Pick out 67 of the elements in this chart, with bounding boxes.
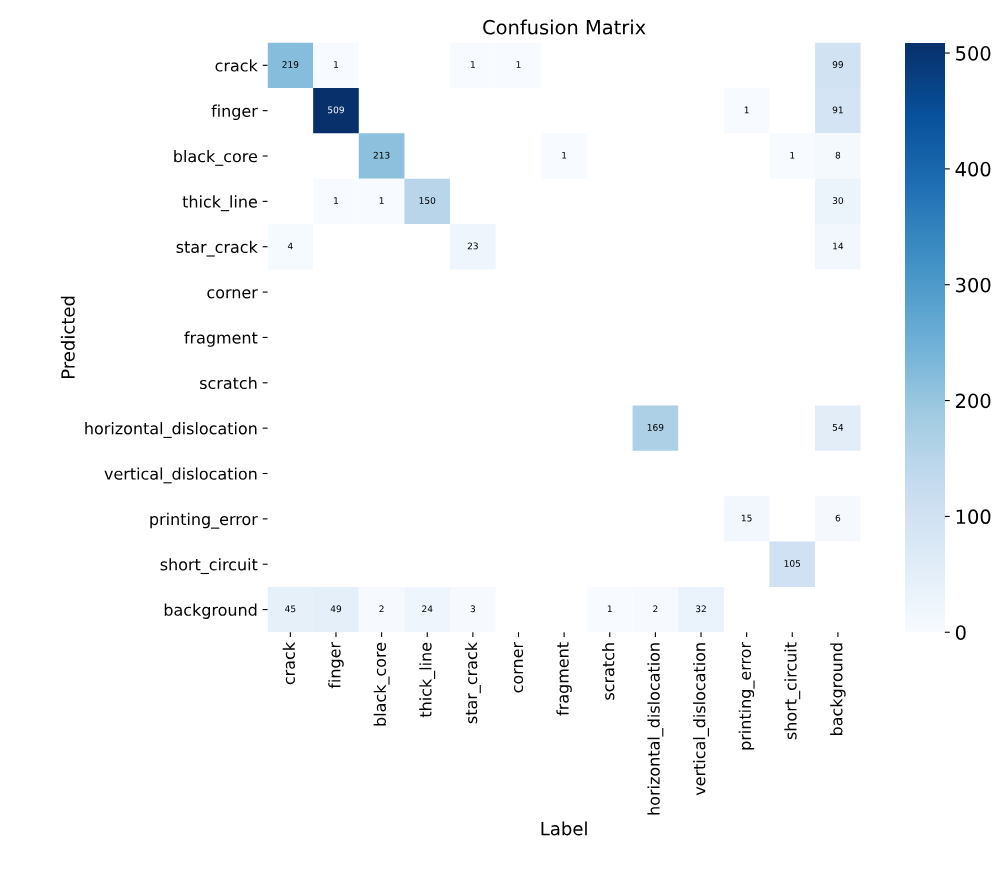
data-label: 1 xyxy=(470,61,475,68)
x-tick-label: printing_error xyxy=(738,641,755,750)
y-tick-label: crack xyxy=(215,59,258,72)
data-label: 14 xyxy=(833,242,844,250)
data-label: 1 xyxy=(790,151,795,159)
y-tick-label: horizontal_dislocation xyxy=(85,422,257,438)
data-label: 2 xyxy=(653,605,658,613)
y-tick-label: finger xyxy=(211,104,258,121)
y-tick-label: thick_line xyxy=(182,195,257,212)
data-label: 1 xyxy=(744,106,749,114)
y-axis-title: Predicted xyxy=(60,296,75,379)
data-label: 1 xyxy=(334,61,339,68)
x-tick-label: vertical_dislocation xyxy=(693,643,709,796)
data-label: 169 xyxy=(647,423,664,431)
data-label: 1 xyxy=(334,197,339,204)
data-label: 30 xyxy=(832,197,844,204)
color-bar-label: 200 xyxy=(956,393,991,409)
x-tick-label: corner xyxy=(513,641,524,693)
x-tick-label: crack xyxy=(282,642,295,685)
y-tick-label: short_circuit xyxy=(160,558,258,575)
x-tick-label: finger xyxy=(328,641,344,689)
x-tick-label: thick_line xyxy=(419,642,436,718)
data-label: 2 xyxy=(379,605,384,613)
data-label: 1 xyxy=(607,605,612,613)
data-label: 24 xyxy=(422,605,433,613)
color-bar-label: 300 xyxy=(956,277,991,293)
data-label: 15 xyxy=(741,514,752,522)
color-bar-label: 400 xyxy=(955,161,991,177)
data-label: 1 xyxy=(379,197,384,204)
x-tick-label: scratch xyxy=(602,643,615,700)
data-label: 1 xyxy=(516,61,521,68)
x-axis-title: Label xyxy=(541,821,587,836)
x-tick-label: background xyxy=(830,643,846,735)
x-tick-label: star_crack xyxy=(464,642,481,724)
data-label: 91 xyxy=(832,106,843,114)
data-label: 1 xyxy=(562,151,567,159)
color-bar-label: 100 xyxy=(956,509,991,525)
color-bar-label: 0 xyxy=(955,625,966,640)
data-label: 54 xyxy=(832,424,844,431)
data-label: 4 xyxy=(287,242,293,250)
data-label: 6 xyxy=(835,514,841,522)
data-label: 509 xyxy=(328,106,344,114)
y-tick-label: fragment xyxy=(184,331,258,347)
color-bar-label: 500 xyxy=(956,46,991,61)
y-tick-label: background xyxy=(164,603,257,619)
y-tick-label: black_core xyxy=(174,149,257,166)
x-tick-label: short_circuit xyxy=(784,642,801,740)
y-tick-label: star_crack xyxy=(176,240,258,257)
y-tick-label: printing_error xyxy=(150,512,258,529)
data-label: 99 xyxy=(832,61,844,68)
data-label: 8 xyxy=(835,151,841,159)
data-label: 45 xyxy=(285,605,296,613)
x-tick-label: fragment xyxy=(556,642,572,716)
data-label: 105 xyxy=(784,560,801,567)
y-tick-label: scratch xyxy=(200,376,257,390)
x-tick-label: black_core xyxy=(373,642,390,726)
data-label: 32 xyxy=(695,605,706,613)
data-label: 213 xyxy=(373,151,390,159)
data-label: 150 xyxy=(419,197,436,204)
data-label: 3 xyxy=(470,605,476,613)
data-label: 219 xyxy=(282,61,299,68)
data-label: 49 xyxy=(330,605,342,613)
x-tick-label: horizontal_dislocation xyxy=(647,643,664,815)
data-label: 23 xyxy=(467,242,478,250)
chart-title: Confusion Matrix xyxy=(483,19,646,35)
y-tick-label: vertical_dislocation xyxy=(104,467,257,484)
y-tick-label: corner xyxy=(207,289,258,299)
